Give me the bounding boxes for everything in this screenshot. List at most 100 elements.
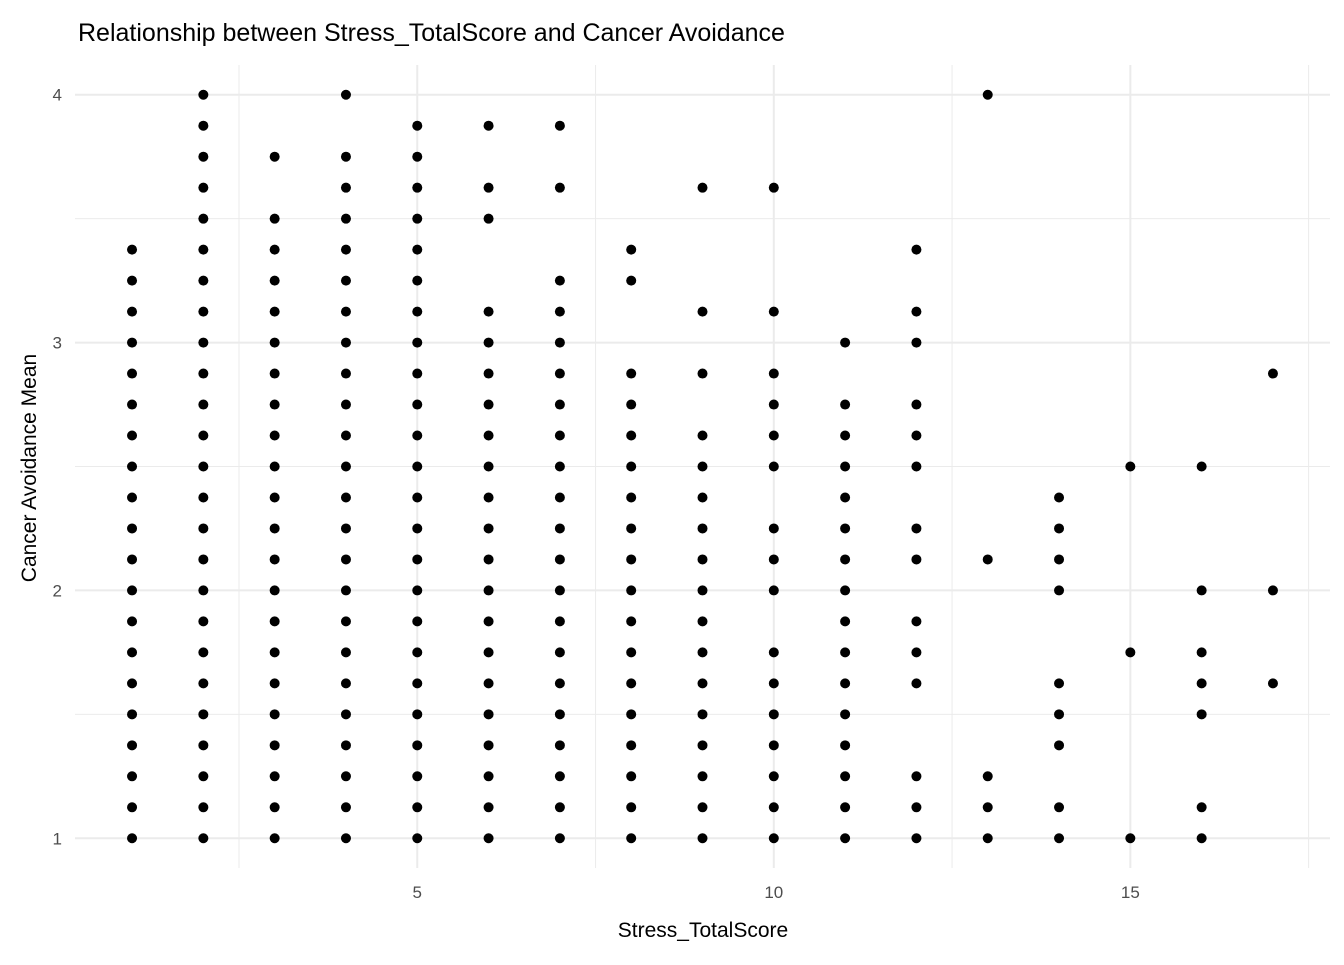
data-point (768, 647, 779, 658)
data-point (340, 771, 351, 782)
data-point (1054, 678, 1065, 689)
data-point (554, 771, 565, 782)
data-point (340, 492, 351, 503)
data-point (840, 461, 851, 472)
data-point (768, 678, 779, 689)
data-point (697, 802, 708, 813)
data-point (697, 709, 708, 720)
data-point (412, 430, 423, 441)
data-point (911, 461, 922, 472)
data-point (840, 492, 851, 503)
data-point (269, 399, 280, 410)
data-point (198, 678, 209, 689)
data-point (697, 585, 708, 596)
data-point (340, 709, 351, 720)
data-point (626, 833, 637, 844)
data-point (840, 647, 851, 658)
data-point (911, 430, 922, 441)
data-point (269, 306, 280, 317)
data-point (269, 771, 280, 782)
data-point (412, 213, 423, 224)
data-point (127, 616, 138, 627)
data-point (697, 492, 708, 503)
data-point (768, 554, 779, 565)
data-point (554, 182, 565, 193)
data-point (340, 616, 351, 627)
data-point (626, 709, 637, 720)
data-point (1267, 678, 1278, 689)
y-tick-label: 2 (53, 581, 62, 600)
data-point (1054, 709, 1065, 720)
data-point (269, 802, 280, 813)
data-point (198, 709, 209, 720)
data-point (269, 151, 280, 162)
data-point (768, 182, 779, 193)
data-point (412, 647, 423, 658)
data-point (340, 430, 351, 441)
data-point (269, 461, 280, 472)
data-point (412, 399, 423, 410)
data-point (127, 585, 138, 596)
x-tick-label: 5 (413, 883, 422, 902)
data-point (198, 368, 209, 379)
data-point (198, 740, 209, 751)
data-point (269, 213, 280, 224)
data-point (198, 275, 209, 286)
data-point (554, 585, 565, 596)
data-point (269, 337, 280, 348)
data-point (911, 337, 922, 348)
data-point (697, 182, 708, 193)
data-point (840, 709, 851, 720)
data-point (1054, 833, 1065, 844)
data-point (483, 647, 494, 658)
data-point (626, 461, 637, 472)
data-point (269, 492, 280, 503)
data-point (412, 368, 423, 379)
y-axis-label: Cancer Avoidance Mean (18, 354, 41, 582)
data-point (483, 771, 494, 782)
data-point (840, 833, 851, 844)
data-point (198, 833, 209, 844)
data-point (697, 771, 708, 782)
data-point (483, 523, 494, 534)
data-point (911, 647, 922, 658)
data-point (412, 120, 423, 131)
data-point (554, 275, 565, 286)
data-point (626, 368, 637, 379)
data-point (911, 771, 922, 782)
data-point (412, 740, 423, 751)
data-point (554, 647, 565, 658)
data-point (554, 554, 565, 565)
data-point (269, 368, 280, 379)
data-point (768, 523, 779, 534)
data-point (626, 771, 637, 782)
data-point (554, 492, 565, 503)
data-point (198, 182, 209, 193)
data-point (1054, 492, 1065, 503)
data-point (483, 461, 494, 472)
data-point (1196, 802, 1207, 813)
data-point (127, 275, 138, 286)
data-point (1125, 647, 1136, 658)
data-point (626, 244, 637, 255)
data-point (269, 647, 280, 658)
data-point (198, 616, 209, 627)
data-point (768, 461, 779, 472)
data-point (626, 275, 637, 286)
data-point (198, 647, 209, 658)
data-point (982, 554, 993, 565)
data-point (697, 647, 708, 658)
data-point (911, 554, 922, 565)
data-point (198, 89, 209, 100)
data-points (127, 89, 1278, 844)
data-point (269, 678, 280, 689)
data-point (340, 89, 351, 100)
data-point (127, 399, 138, 410)
data-point (412, 709, 423, 720)
data-point (198, 399, 209, 410)
data-point (911, 244, 922, 255)
data-point (483, 585, 494, 596)
data-point (412, 461, 423, 472)
data-point (340, 802, 351, 813)
data-point (483, 802, 494, 813)
